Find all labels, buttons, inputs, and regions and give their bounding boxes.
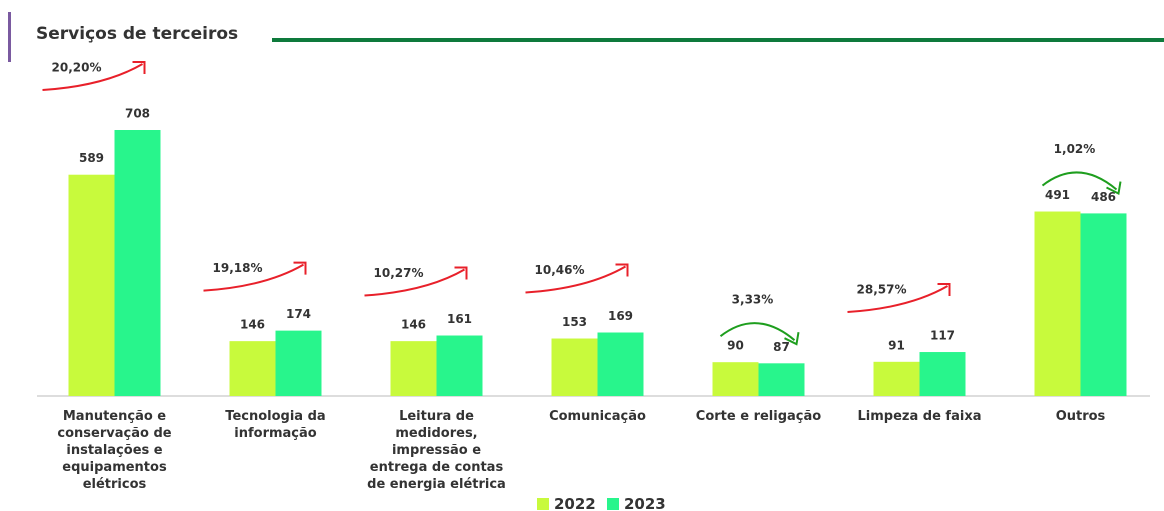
- value-label: 708: [125, 107, 150, 121]
- bar: [597, 332, 644, 396]
- value-label: 174: [286, 307, 311, 321]
- bar: [114, 130, 161, 396]
- value-label: 87: [773, 340, 790, 354]
- chart-title: Serviços de terceiros: [36, 24, 238, 44]
- change-label: 10,27%: [374, 266, 424, 280]
- arrow-head: [293, 261, 307, 275]
- change-label: 10,46%: [535, 263, 585, 277]
- change-arrow: [847, 285, 949, 314]
- bar: [1034, 211, 1081, 396]
- value-label: 153: [562, 315, 587, 329]
- title-rule: [272, 38, 1164, 42]
- legend-swatch: [607, 498, 619, 510]
- change-arrow: [203, 263, 305, 292]
- value-label: 91: [888, 338, 905, 352]
- change-label: 28,57%: [857, 283, 907, 297]
- bar: [551, 338, 598, 396]
- x-tick-label: Corte e religação: [695, 409, 822, 424]
- bar: [919, 352, 966, 396]
- value-label: 90: [727, 339, 744, 353]
- bar: [229, 341, 276, 396]
- arrow-head: [784, 332, 800, 346]
- value-label: 486: [1091, 190, 1116, 204]
- bar: [712, 362, 759, 396]
- change-label: 3,33%: [732, 293, 774, 307]
- value-label: 491: [1045, 188, 1070, 202]
- arrow-head: [1106, 181, 1122, 196]
- value-label: 146: [240, 318, 265, 332]
- legend-item: 2022: [537, 495, 596, 511]
- arrow-head: [615, 263, 629, 277]
- arrow-head: [937, 283, 951, 297]
- bar: [275, 330, 322, 396]
- change-label: 20,20%: [52, 61, 102, 75]
- change-arrow: [525, 265, 627, 294]
- change-arrow: [719, 322, 796, 341]
- value-label: 161: [447, 312, 472, 326]
- bar: [68, 174, 115, 396]
- change-label: 1,02%: [1054, 142, 1096, 156]
- x-tick-label: Manutenção e conservação de instalações …: [57, 409, 172, 492]
- bar: [436, 335, 483, 396]
- value-label: 169: [608, 309, 633, 323]
- legend-swatch: [537, 498, 549, 510]
- x-tick-label: Outros: [1055, 409, 1106, 424]
- bar: [1080, 213, 1127, 396]
- value-label: 589: [79, 151, 104, 165]
- bar: [758, 363, 805, 396]
- change-arrow: [1041, 171, 1118, 191]
- arrow-head: [454, 266, 468, 280]
- x-tick-label: Comunicação: [549, 409, 646, 424]
- change-label: 19,18%: [213, 261, 263, 275]
- legend-label: 2023: [624, 495, 666, 511]
- change-arrow: [364, 268, 466, 297]
- arrow-head: [132, 61, 146, 74]
- value-label: 117: [930, 329, 955, 343]
- x-tick-label: Limpeza de faixa: [857, 409, 982, 424]
- change-arrow: [42, 63, 144, 91]
- title-accent: [8, 12, 11, 62]
- x-tick-label: Tecnologia da informação: [225, 409, 326, 441]
- legend-item: 2023: [607, 495, 666, 511]
- x-tick-label: Leitura de medidores, impressão e entreg…: [367, 409, 506, 492]
- bar: [873, 361, 920, 396]
- legend-label: 2022: [554, 495, 596, 511]
- value-label: 146: [401, 318, 426, 332]
- bar: [390, 341, 437, 396]
